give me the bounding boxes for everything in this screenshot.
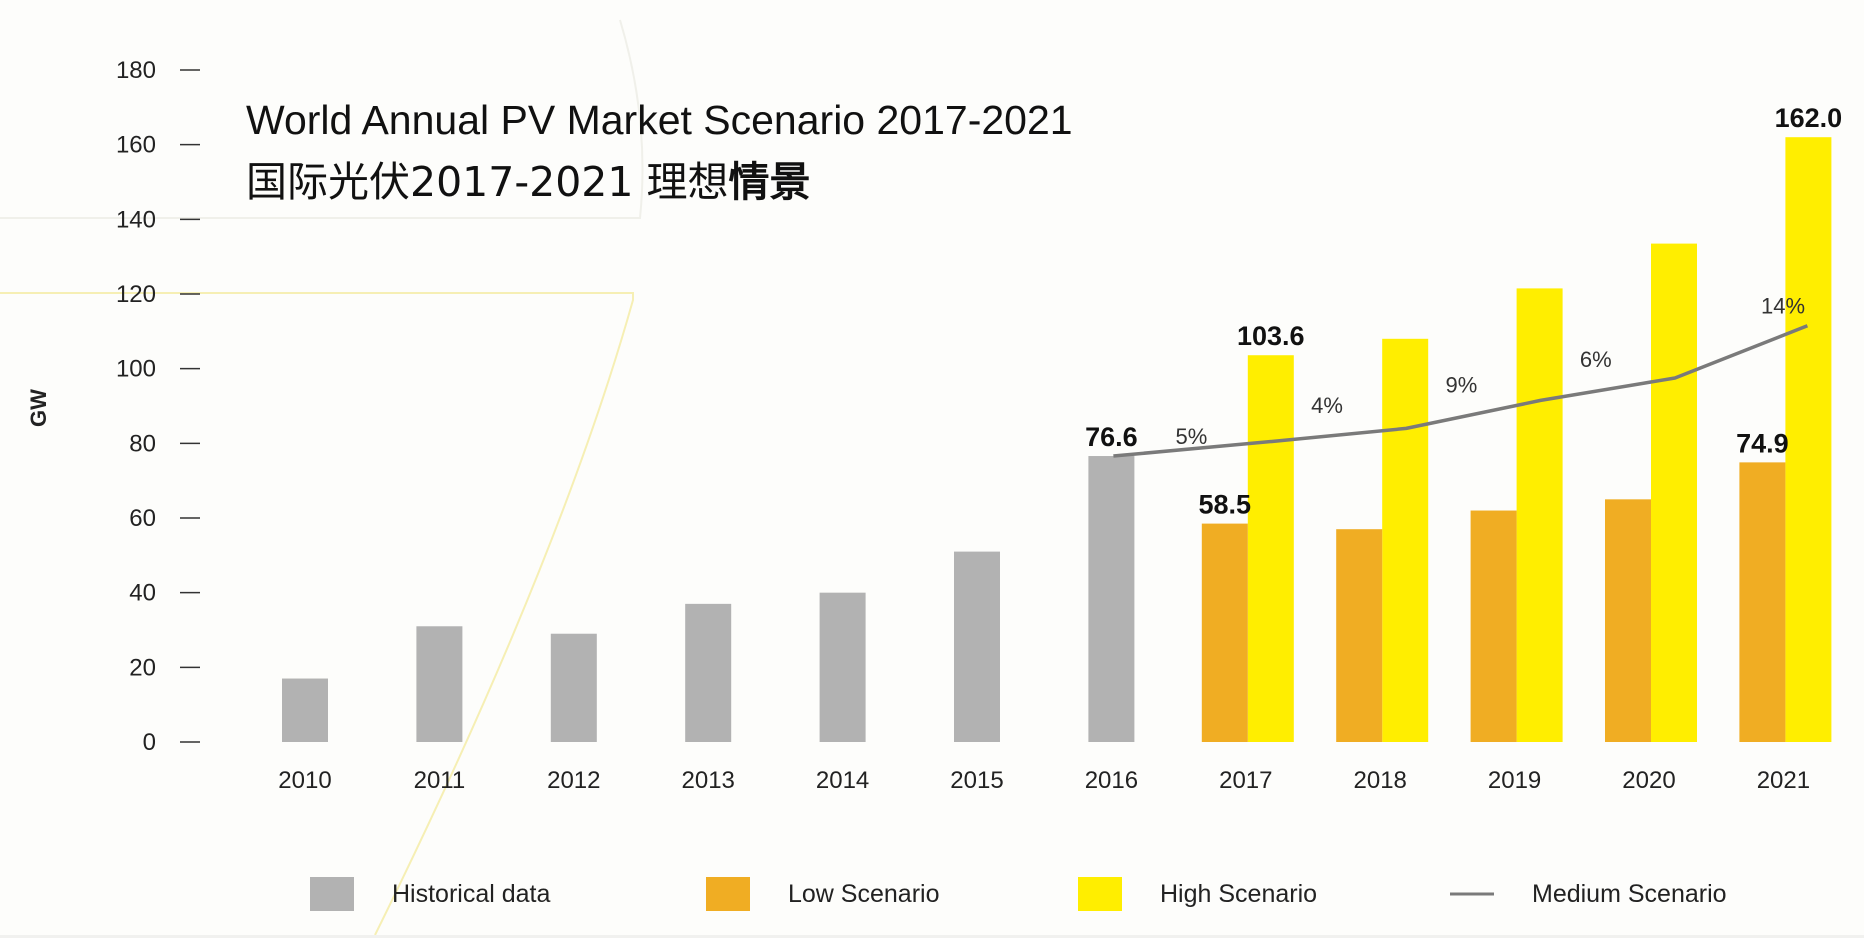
growth-label: 4% [1311, 393, 1343, 418]
y-axis-title: GW [26, 389, 51, 427]
y-tick-label: 180 [116, 57, 156, 84]
bars [282, 137, 1832, 742]
growth-label: 9% [1446, 372, 1478, 397]
bar-high-scenario [1382, 338, 1429, 742]
bar-low-scenario [1605, 499, 1651, 742]
bar-historical [819, 592, 866, 742]
x-tick-label: 2015 [950, 767, 1003, 794]
x-tick-label: 2021 [1757, 767, 1810, 794]
y-tick-label: 60 [129, 505, 156, 532]
bar-high-scenario [1651, 243, 1697, 742]
bar-historical [685, 603, 732, 742]
background-decoration [0, 19, 644, 936]
y-tick-label: 0 [143, 729, 156, 756]
bar-historical [550, 633, 597, 742]
x-tick-label: 2019 [1488, 767, 1541, 794]
y-tick-label: 100 [116, 356, 156, 383]
y-tick-label: 140 [116, 206, 156, 233]
x-axis: 2010 2011 2012 2013 2014 2015 2016 2017 2018 2019… [278, 767, 1810, 794]
y-tick-label: 20 [129, 654, 156, 681]
x-tick-label: 2014 [816, 767, 869, 794]
plot-area: 0 20 40 60 80 100 120 140 160 180 76.6 58.5 103.6 74… [116, 57, 1842, 794]
bar-high-scenario [1247, 355, 1294, 742]
legend-label: Historical data [392, 880, 550, 908]
bar-high-scenario [1516, 288, 1563, 742]
bar-high-scenario [1785, 137, 1832, 742]
y-tick-label: 40 [129, 580, 156, 607]
bar-low-scenario [1739, 462, 1786, 742]
legend-label: Low Scenario [788, 880, 939, 908]
legend-label: High Scenario [1160, 880, 1317, 908]
chart-title: World Annual PV Market Scenario 2017-202… [246, 97, 1073, 143]
data-label: 76.6 [1085, 422, 1138, 452]
data-label: 162.0 [1775, 103, 1843, 133]
bottom-strip [0, 935, 1864, 938]
data-labels: 76.6 58.5 103.6 74.9 162.0 [1085, 103, 1842, 519]
legend-swatch [310, 877, 354, 911]
x-tick-label: 2018 [1354, 767, 1407, 794]
chart-subtitle-prefix: 国际光伏2017-2021 理想 [246, 158, 729, 206]
legend-swatch [1078, 877, 1122, 911]
data-label: 103.6 [1237, 321, 1305, 351]
growth-label: 6% [1580, 347, 1612, 372]
data-label: 58.5 [1199, 490, 1252, 520]
x-tick-label: 2020 [1622, 767, 1675, 794]
chart-subtitle-bold: 情景 [729, 158, 811, 206]
x-tick-label: 2016 [1085, 767, 1138, 794]
y-axis: 0 20 40 60 80 100 120 140 160 180 [116, 57, 200, 756]
x-tick-label: 2012 [547, 767, 600, 794]
legend-label: Medium Scenario [1532, 880, 1727, 908]
x-tick-label: 2010 [278, 767, 331, 794]
legend: Historical data Low Scenario High Scenario… [310, 877, 1727, 911]
x-tick-label: 2017 [1219, 767, 1272, 794]
x-tick-label: 2011 [414, 767, 466, 794]
medium-scenario-line [1113, 324, 1809, 458]
data-label: 74.9 [1736, 428, 1789, 458]
x-tick-label: 2013 [682, 767, 735, 794]
y-tick-label: 120 [116, 281, 156, 308]
legend-swatch [706, 877, 750, 911]
bar-historical [416, 626, 463, 742]
growth-label: 5% [1176, 424, 1208, 449]
bar-low-scenario [1336, 529, 1383, 742]
bar-historical [1088, 456, 1135, 742]
y-tick-label: 80 [129, 430, 156, 457]
growth-labels: 5% 4% 9% 6% 14% [1176, 294, 1806, 449]
medium-scenario-polyline [1113, 324, 1809, 458]
growth-label: 14% [1761, 294, 1805, 319]
bar-low-scenario [1201, 523, 1248, 742]
bar-low-scenario [1470, 510, 1517, 742]
bar-historical [282, 678, 328, 742]
bar-historical [954, 551, 1000, 742]
y-tick-label: 160 [116, 132, 156, 159]
chart-subtitle: 国际光伏2017-2021 理想情景 [246, 158, 811, 206]
